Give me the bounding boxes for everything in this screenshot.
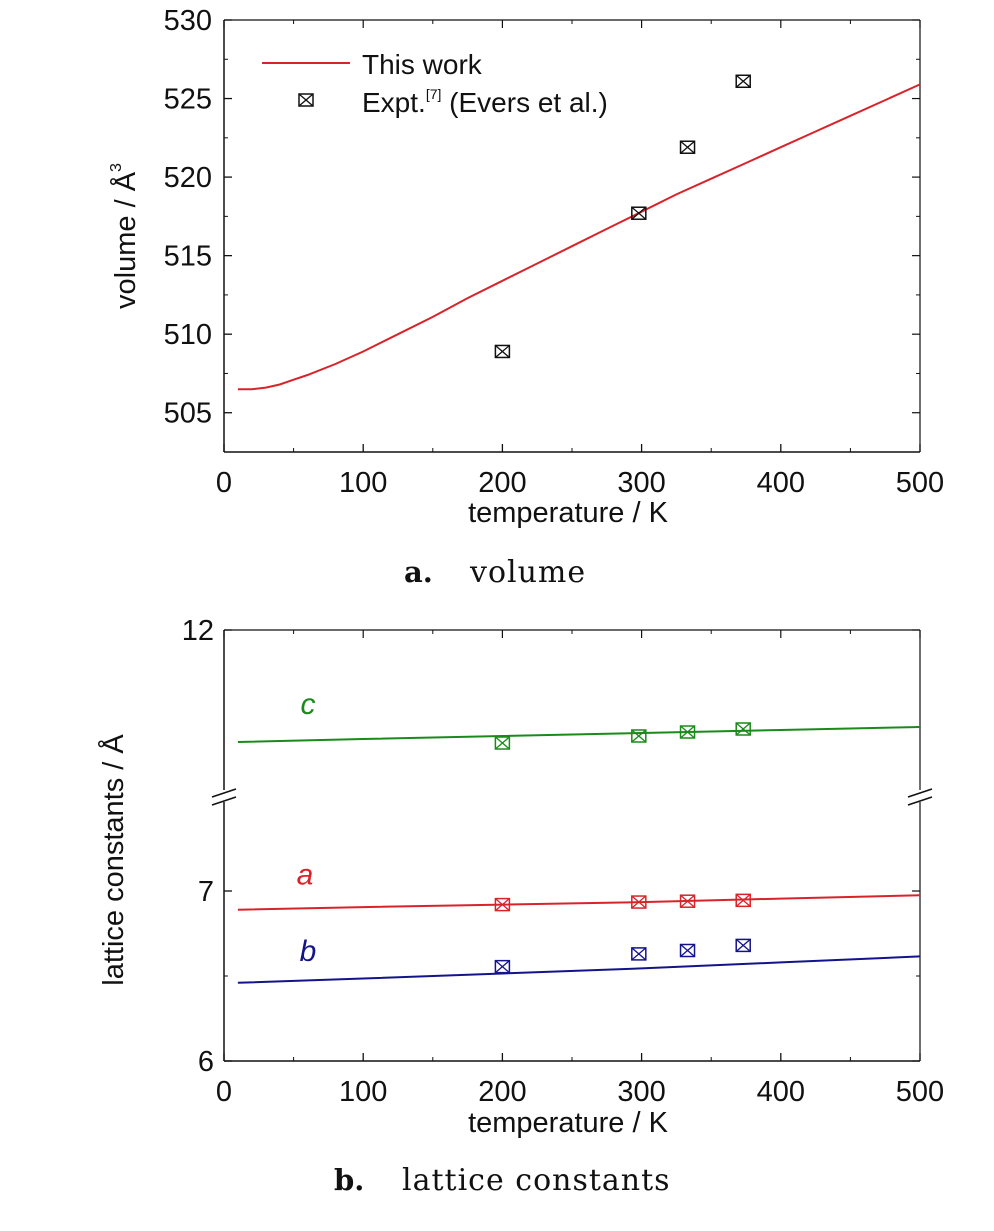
b-expt-point-a: [494, 897, 511, 912]
a-expt-point: [631, 206, 647, 220]
a-x-tick-label: 200: [478, 467, 526, 499]
b-caption-letter: b.: [334, 1163, 364, 1197]
a-caption-text: volume: [469, 555, 586, 590]
b-expt-point-c: [735, 722, 751, 736]
a-y-tick-label: 515: [164, 241, 212, 273]
a-y-tick-label: 505: [164, 398, 212, 430]
a-y-tick-label: 530: [164, 5, 212, 37]
b-expt-point-b: [631, 947, 647, 961]
a-x-tick-label: 100: [339, 467, 387, 499]
a-expt-point: [735, 74, 751, 89]
b-x-tick-label: 400: [757, 1076, 805, 1108]
b-expt-point-a: [631, 895, 647, 909]
b-y-tick-label: 6: [198, 1046, 214, 1078]
legend-expt-main: Expt.: [362, 87, 426, 118]
b-expt-point-c: [494, 736, 511, 750]
b-series-label-b: b: [300, 935, 317, 968]
a-y-tick-label: 525: [164, 84, 212, 116]
a-y-axis-label-sup: 3: [108, 163, 125, 172]
b-y-tick-label: 7: [198, 876, 214, 908]
b-x-tick-label: 200: [478, 1076, 526, 1108]
a-series-this-work: [237, 83, 921, 391]
legend-marker-expt: [298, 93, 314, 107]
a-expt-point: [494, 344, 511, 359]
b-series-label-c: c: [301, 688, 316, 721]
a-x-tick-label: 0: [216, 467, 232, 499]
a-x-tick-label: 300: [617, 467, 665, 499]
a-x-tick-label: 400: [757, 467, 805, 499]
legend-label-expt: Expt.[7] (Evers et al.): [362, 86, 608, 118]
b-x-tick-label: 300: [617, 1076, 665, 1108]
a-expt-point: [679, 140, 696, 154]
axis-break-right: [907, 788, 933, 806]
b-series-line-c: [237, 726, 921, 743]
b-expt-point-b: [735, 938, 751, 953]
b-expt-point-b: [494, 959, 511, 974]
b-series-line-a: [237, 894, 921, 911]
b-x-tick-label: 500: [896, 1076, 944, 1108]
b-x-axis-label: temperature / K: [468, 1107, 669, 1139]
a-x-tick-label: 500: [896, 467, 944, 499]
b-series-label-a: a: [297, 859, 314, 892]
b-series-line-b: [237, 955, 921, 984]
b-expt-point-a: [679, 894, 696, 908]
a-y-tick-label: 510: [164, 319, 212, 351]
b-expt-point-c: [631, 729, 647, 743]
a-y-axis-label: volume / Å3: [108, 163, 142, 309]
b-y-tick-label: 12: [182, 615, 214, 647]
b-caption-text: lattice constants: [402, 1163, 671, 1198]
a-caption-letter: a.: [404, 555, 433, 589]
volume-chart: 0 100 200 300 400 500 505 510 515 520 525 530 This …: [108, 5, 944, 590]
axis-break-left: [211, 788, 237, 806]
legend-expt-sup: [7]: [426, 86, 442, 102]
a-legend: This work Expt.[7] (Evers et al.): [262, 49, 608, 118]
a-x-axis-label: temperature / K: [468, 497, 669, 529]
b-x-tick-label: 100: [339, 1076, 387, 1108]
legend-expt-suffix: (Evers et al.): [441, 87, 607, 118]
lattice-chart: 0 100 200 300 400 500 6 7 12 c a b temperature / K…: [97, 615, 944, 1198]
b-y-axis-label: lattice constants / Å: [97, 734, 130, 986]
b-expt-point-c: [679, 725, 696, 739]
b-x-tick-label: 0: [216, 1076, 232, 1108]
b-expt-point-a: [735, 893, 751, 908]
a-y-axis-label-main: volume / Å: [109, 171, 142, 309]
b-expt-point-b: [679, 943, 696, 958]
a-y-tick-label: 520: [164, 162, 212, 194]
legend-label-this-work: This work: [362, 49, 483, 80]
